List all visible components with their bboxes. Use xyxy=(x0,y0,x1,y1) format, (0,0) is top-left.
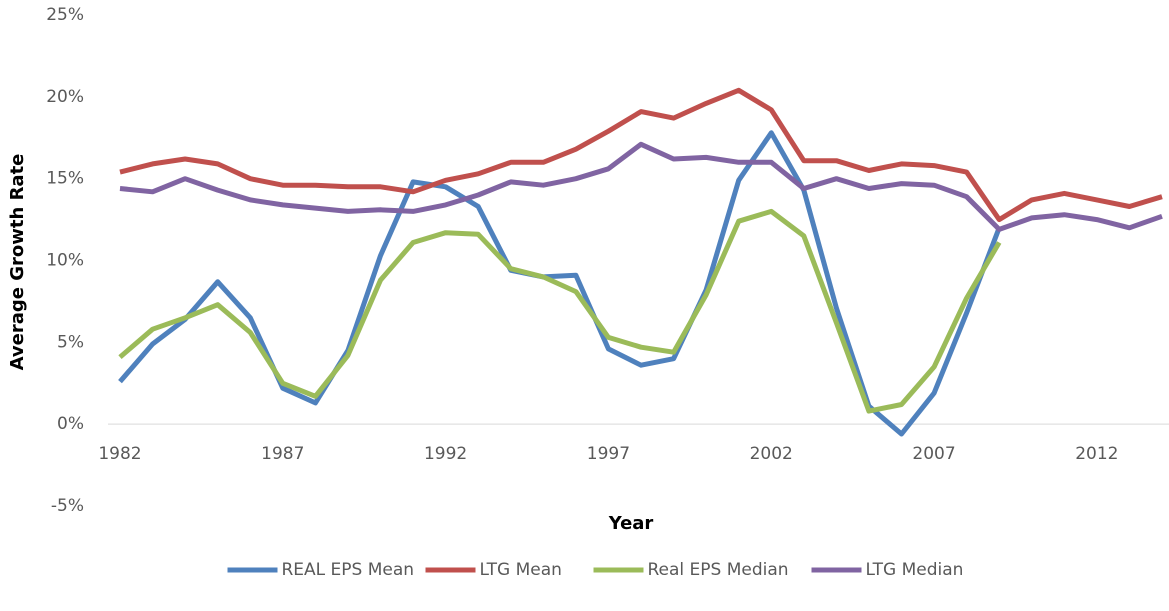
x-tick-label: 1997 xyxy=(587,444,630,464)
legend-label: Real EPS Median xyxy=(648,560,789,580)
x-axis-title: Year xyxy=(608,513,654,534)
y-tick-label: 15% xyxy=(46,169,84,189)
x-tick-label: 1982 xyxy=(98,444,141,464)
series-line xyxy=(119,141,1163,232)
y-axis-title: Average Growth Rate xyxy=(7,154,28,371)
legend-label: LTG Mean xyxy=(480,560,562,580)
x-tick-label: 1987 xyxy=(261,444,304,464)
y-tick-label: 0% xyxy=(57,414,84,434)
x-tick-label: 2007 xyxy=(912,444,955,464)
y-tick-label: 25% xyxy=(46,5,84,25)
legend-label: LTG Median xyxy=(866,560,964,580)
x-tick-label: 2002 xyxy=(750,444,793,464)
y-tick-label: 20% xyxy=(46,87,84,107)
x-tick-label: 1992 xyxy=(424,444,467,464)
series-line xyxy=(118,130,1002,437)
series-line xyxy=(118,208,1002,414)
y-tick-label: 5% xyxy=(57,332,84,352)
y-tick-label: -5% xyxy=(51,496,84,516)
x-tick-label: 2012 xyxy=(1075,444,1118,464)
y-tick-label: 10% xyxy=(46,251,84,271)
series-line xyxy=(119,87,1163,223)
legend-label: REAL EPS Mean xyxy=(282,560,415,580)
